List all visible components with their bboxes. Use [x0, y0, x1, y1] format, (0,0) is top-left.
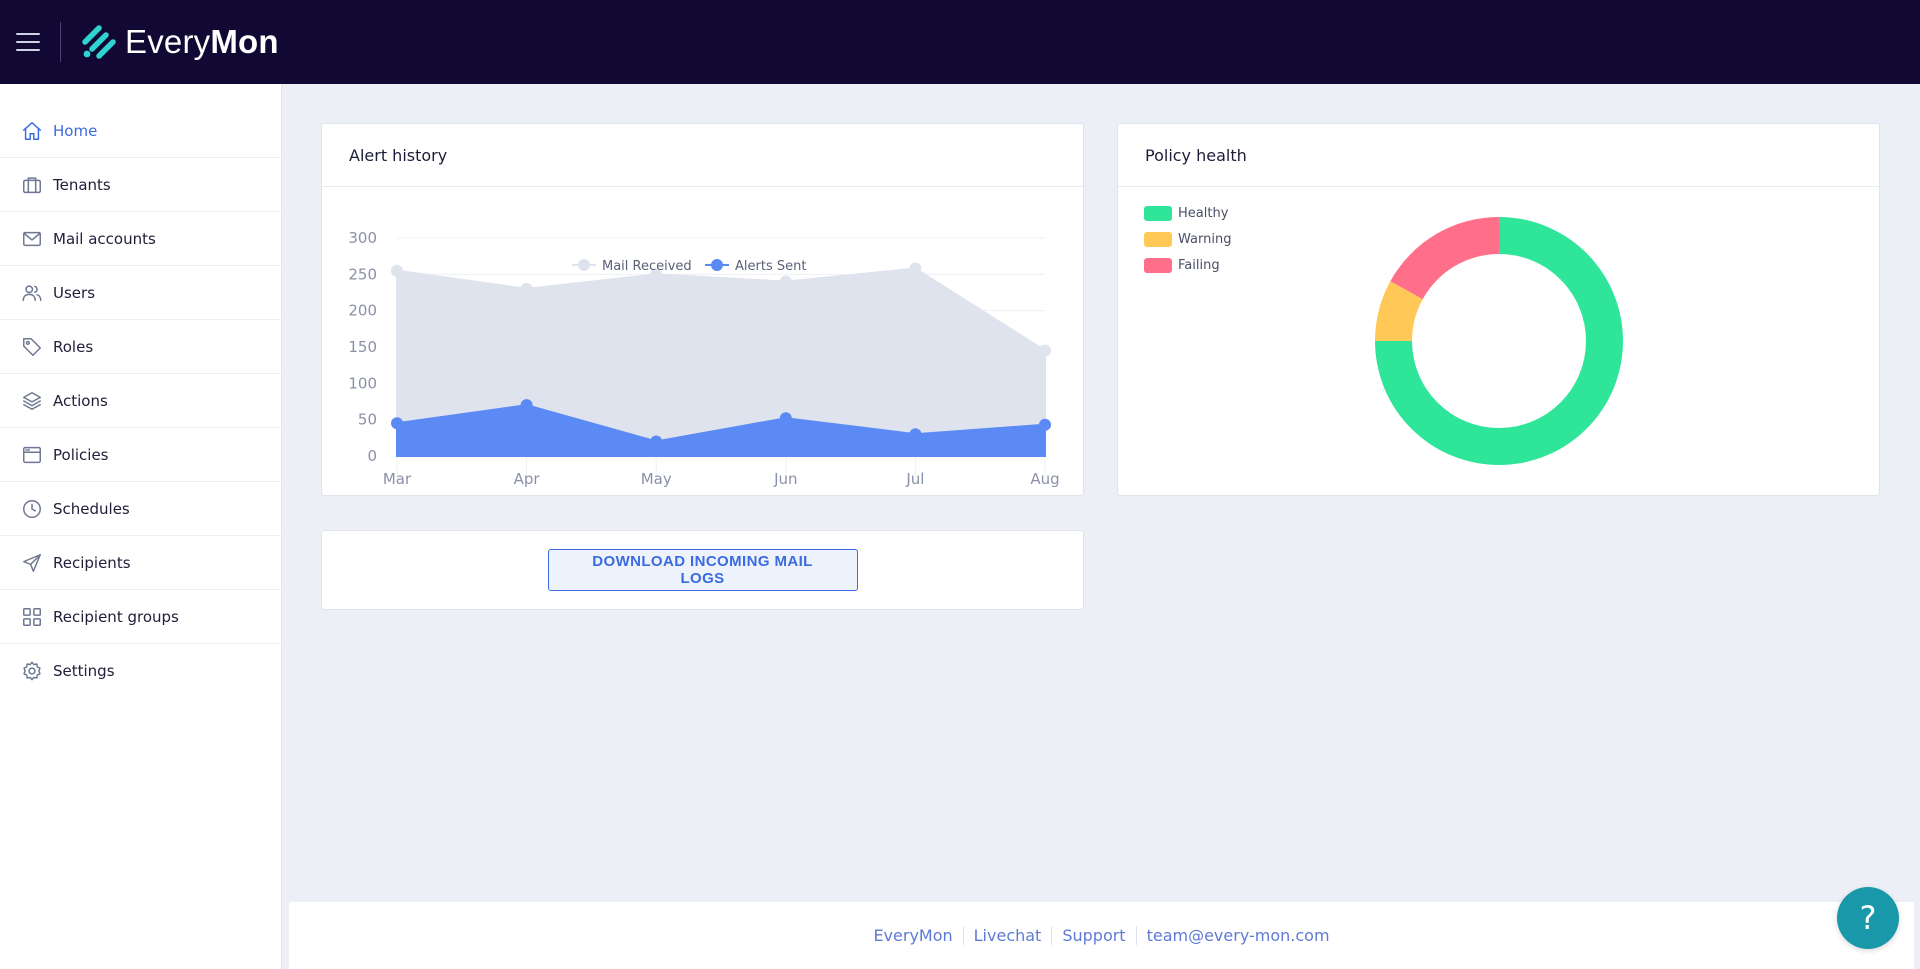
legend-label: Failing — [1178, 257, 1220, 273]
y-tick-label: 50 — [358, 411, 377, 429]
x-tick-label: Jul — [905, 470, 924, 488]
sidebar-item-label: Roles — [53, 337, 94, 356]
donut-slice-failing[interactable] — [1390, 217, 1499, 300]
browser-icon — [20, 443, 44, 467]
sidebar-item-label: Actions — [53, 391, 108, 410]
alert-history-card: Alert history 0 50 100 150 200 250 300 Mar Apr Ma… — [321, 123, 1084, 496]
data-point — [909, 262, 922, 275]
x-tick-label: Jun — [773, 470, 797, 488]
sidebar-item-actions[interactable]: Actions — [0, 374, 281, 428]
sidebar-item-label: Policies — [53, 445, 109, 464]
y-tick-label: 150 — [348, 338, 377, 356]
briefcase-icon — [20, 173, 44, 197]
data-point — [1039, 344, 1051, 357]
footer-link-0[interactable]: EveryMon — [873, 926, 953, 945]
policy-health-chart — [1375, 217, 1623, 465]
sidebar-item-users[interactable]: Users — [0, 266, 281, 320]
sidebar-item-label: Users — [53, 283, 96, 302]
legend-label: Warning — [1178, 231, 1232, 247]
alert-history-title: Alert history — [349, 145, 448, 165]
x-tick-label: Mar — [383, 470, 412, 488]
policy-health-title: Policy health — [1145, 145, 1247, 165]
sidebar-item-home[interactable]: Home — [0, 104, 281, 158]
data-point — [391, 417, 403, 430]
y-tick-label: 200 — [348, 302, 377, 320]
data-point — [909, 428, 922, 441]
gear-icon — [20, 659, 44, 683]
policy-health-legend: Healthy Warning Failing — [1144, 200, 1231, 278]
legend-swatch — [1144, 205, 1172, 221]
y-tick-label: 0 — [367, 447, 377, 465]
donut-slice-warning[interactable] — [1375, 281, 1423, 341]
legend-swatch — [1144, 257, 1172, 273]
sidebar-item-label: Recipients — [53, 553, 131, 572]
logo-icon — [82, 25, 116, 59]
brand-name: EveryMon — [125, 23, 279, 60]
users-icon — [20, 281, 44, 305]
sidebar-item-label: Mail accounts — [53, 229, 156, 248]
data-point — [779, 275, 792, 288]
legend-item-healthy[interactable]: Healthy — [1144, 200, 1231, 226]
data-point — [520, 282, 533, 295]
send-icon — [20, 551, 44, 575]
data-point — [391, 264, 403, 277]
clock-icon — [20, 497, 44, 521]
footer-link-3[interactable]: team@every-mon.com — [1135, 926, 1340, 945]
sidebar-item-label: Recipient groups — [53, 607, 179, 626]
sidebar-item-policies[interactable]: Policies — [0, 428, 281, 482]
sidebar-item-recipient-groups[interactable]: Recipient groups — [0, 590, 281, 644]
policy-health-header: Policy health — [1118, 124, 1879, 187]
tag-icon — [20, 335, 44, 359]
legend-label: Healthy — [1178, 205, 1229, 221]
donut-slice-healthy[interactable] — [1375, 217, 1623, 465]
legend-label: Alerts Sent — [735, 259, 806, 274]
legend-marker — [578, 259, 590, 271]
top-bar: EveryMon — [0, 0, 1920, 84]
sidebar-item-mail-accounts[interactable]: Mail accounts — [0, 212, 281, 266]
legend-label: Mail Received — [602, 259, 692, 274]
sidebar: Home Tenants Mail accounts Users Roles Action… — [0, 84, 282, 969]
app-logo[interactable]: EveryMon — [79, 22, 279, 62]
footer-link-2[interactable]: Support — [1051, 926, 1135, 945]
layers-icon — [20, 389, 44, 413]
home-icon — [20, 119, 44, 143]
sidebar-item-label: Settings — [53, 662, 115, 680]
grid-icon — [20, 605, 44, 629]
y-tick-label: 100 — [348, 374, 377, 392]
x-tick-label: Aug — [1030, 470, 1059, 488]
data-point — [650, 435, 663, 448]
policy-health-card: Policy health Healthy Warning Failing — [1117, 123, 1880, 496]
download-mail-logs-button[interactable]: DOWNLOAD INCOMING MAIL LOGS — [547, 549, 858, 591]
legend-marker — [711, 259, 723, 271]
download-card: DOWNLOAD INCOMING MAIL LOGS — [321, 530, 1084, 610]
sidebar-item-label: Home — [53, 121, 98, 140]
sidebar-item-schedules[interactable]: Schedules — [0, 482, 281, 536]
mail-icon — [20, 227, 44, 251]
topbar-divider — [60, 22, 61, 62]
sidebar-item-settings[interactable]: Settings — [0, 644, 281, 698]
alert-history-chart: 0 50 100 150 200 250 300 Mar Apr May Jun Jul Aug Mail… — [348, 229, 1059, 488]
x-tick-label: May — [641, 470, 672, 488]
sidebar-item-roles[interactable]: Roles — [0, 320, 281, 374]
footer: EveryMon Livechat Support team@every-mon.co… — [289, 902, 1914, 969]
legend-item-warning[interactable]: Warning — [1144, 226, 1231, 252]
y-tick-label: 300 — [348, 229, 377, 247]
alert-history-header: Alert history — [322, 124, 1083, 187]
x-tick-label: Apr — [514, 470, 541, 488]
sidebar-item-tenants[interactable]: Tenants — [0, 158, 281, 212]
help-button[interactable]: ? — [1837, 887, 1899, 949]
footer-link-1[interactable]: Livechat — [962, 926, 1052, 945]
data-point — [1039, 418, 1051, 431]
data-point — [520, 399, 533, 412]
data-point — [650, 268, 663, 281]
legend-item-failing[interactable]: Failing — [1144, 252, 1231, 278]
legend-swatch — [1144, 231, 1172, 247]
menu-icon[interactable] — [16, 33, 40, 51]
y-tick-label: 250 — [348, 265, 377, 283]
sidebar-item-label: Schedules — [53, 499, 130, 518]
sidebar-item-label: Tenants — [53, 175, 111, 194]
sidebar-item-recipients[interactable]: Recipients — [0, 536, 281, 590]
data-point — [779, 412, 792, 425]
